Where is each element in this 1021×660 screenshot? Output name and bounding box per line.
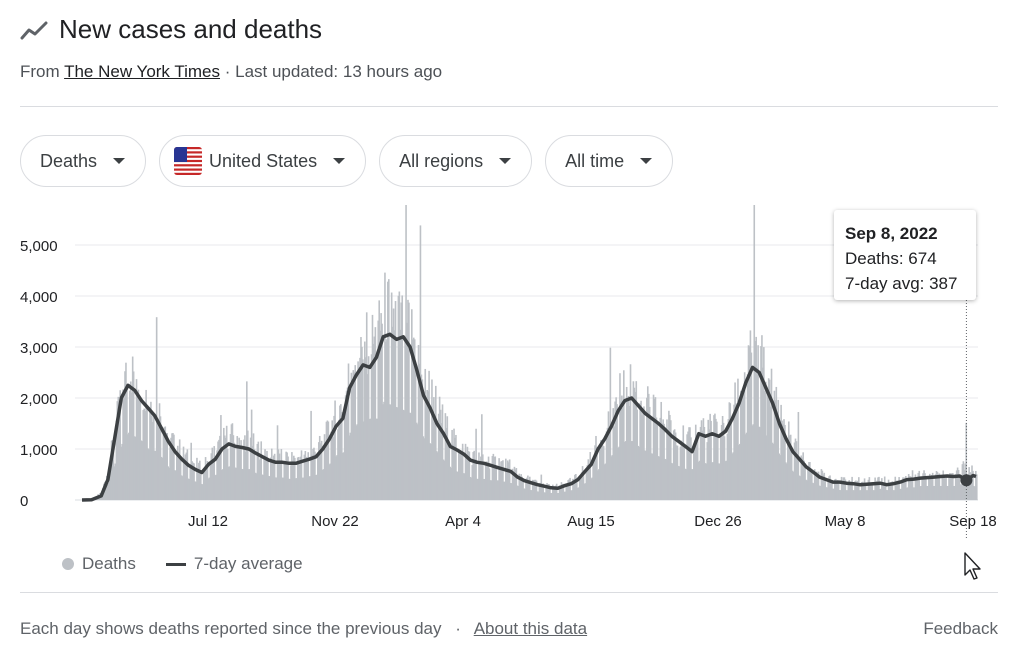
region-dropdown[interactable]: All regions (379, 135, 532, 187)
filter-bar: Deaths United States All regions All tim… (20, 135, 686, 187)
x-tick-label: Aug 15 (567, 513, 615, 530)
x-tick-label: Nov 22 (311, 513, 359, 530)
country-dropdown[interactable]: United States (159, 135, 366, 187)
trend-line-icon (20, 19, 48, 41)
region-dropdown-label: All regions (399, 151, 483, 172)
metric-dropdown-label: Deaths (40, 151, 97, 172)
legend-bars-swatch (62, 558, 74, 570)
footer-divider (20, 592, 998, 593)
legend-line-swatch (166, 563, 186, 566)
tooltip-average: 7-day avg: 387 (845, 271, 965, 296)
chevron-down-icon (333, 158, 345, 164)
country-dropdown-label: United States (209, 151, 317, 172)
x-tick-label: Dec 26 (694, 513, 742, 530)
chevron-down-icon (640, 158, 652, 164)
x-tick-label: Sep 18 (949, 513, 997, 530)
x-tick-label: Apr 4 (445, 513, 481, 530)
chart-legend: Deaths 7-day average (62, 554, 303, 574)
y-tick-label: 4,000 (20, 289, 58, 306)
source-prefix: From (20, 62, 60, 81)
footer-separator: · (455, 619, 461, 638)
y-tick-label: 5,000 (20, 238, 58, 255)
y-tick-label: 3,000 (20, 340, 58, 357)
highlight-point (960, 474, 972, 486)
chart-tooltip: Sep 8, 2022 Deaths: 674 7-day avg: 387 (834, 210, 976, 300)
legend-line-label: 7-day average (194, 554, 303, 574)
footer-note: Each day shows deaths reported since the… (20, 619, 441, 638)
chevron-down-icon (499, 158, 511, 164)
source-line: From The New York Times · Last updated: … (20, 62, 442, 82)
y-tick-label: 2,000 (20, 391, 58, 408)
mouse-pointer-icon (963, 551, 983, 581)
legend-bars-label: Deaths (82, 554, 136, 574)
tooltip-deaths: Deaths: 674 (845, 246, 965, 271)
time-range-dropdown-label: All time (565, 151, 624, 172)
y-tick-label: 1,000 (20, 442, 58, 459)
x-tick-label: May 8 (825, 513, 866, 530)
page-title: New cases and deaths (59, 14, 322, 45)
deaths-bar[interactable] (976, 474, 978, 500)
tooltip-date: Sep 8, 2022 (845, 221, 965, 246)
footer: Each day shows deaths reported since the… (20, 619, 998, 639)
time-range-dropdown[interactable]: All time (545, 135, 673, 187)
chevron-down-icon (113, 158, 125, 164)
header-divider (20, 106, 998, 107)
header: New cases and deaths (20, 14, 322, 45)
y-tick-label: 0 (20, 493, 28, 510)
source-link[interactable]: The New York Times (64, 62, 220, 81)
us-flag-icon (174, 147, 202, 175)
x-tick-label: Jul 12 (188, 513, 228, 530)
about-data-link[interactable]: About this data (474, 619, 587, 638)
metric-dropdown[interactable]: Deaths (20, 135, 146, 187)
last-updated: · Last updated: 13 hours ago (225, 62, 442, 81)
feedback-link[interactable]: Feedback (923, 619, 998, 639)
